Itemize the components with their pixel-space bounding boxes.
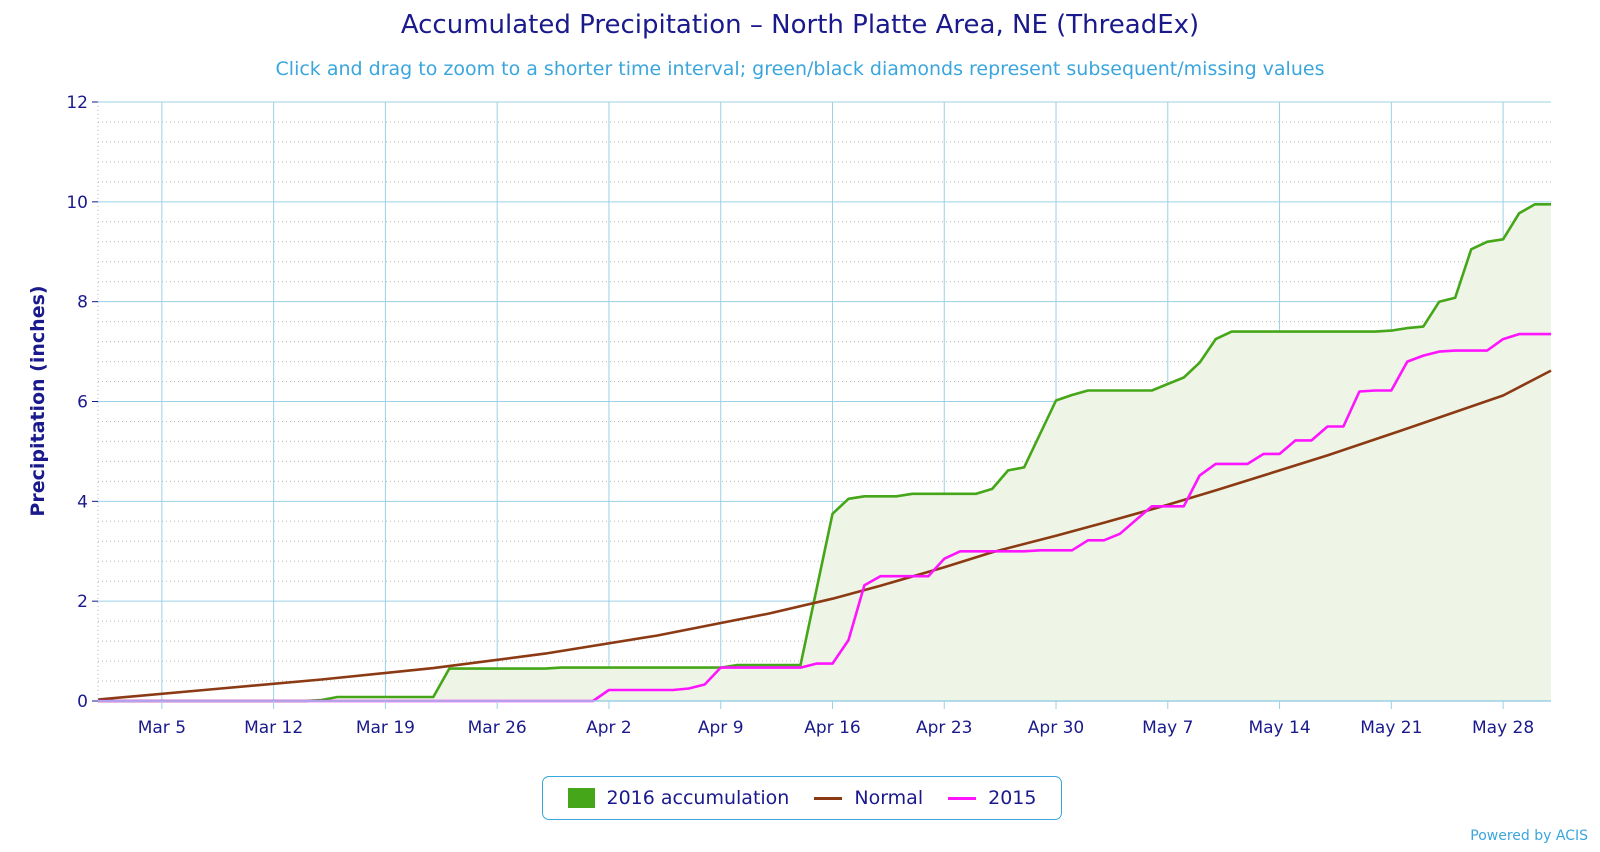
x-tick-label: Mar 26 [468,718,527,738]
credit-link[interactable]: Powered by ACIS [1470,828,1588,844]
legend-item-normal[interactable]: Normal [814,787,923,809]
series-2015-line [98,332,1551,703]
y-axis-label: Precipitation (inches) [27,285,49,516]
x-tick-label: Apr 9 [698,718,744,738]
line-layer [97,203,1552,703]
x-tick-label: May 14 [1248,718,1310,738]
series-2016-accumulation-line [98,203,1551,703]
chart-subtitle: Click and drag to zoom to a shorter time… [275,58,1325,80]
y-tick-label: 4 [77,492,88,512]
x-tick-label: Apr 30 [1028,718,1084,738]
x-tick-label: May 7 [1142,718,1193,738]
legend-item-2015[interactable]: 2015 [948,787,1036,809]
x-tick-label: May 28 [1472,718,1534,738]
legend-swatch-2016 [567,788,595,808]
legend-label-2015: 2015 [988,787,1037,809]
y-tick-label: 12 [66,93,88,113]
axes: 0 2 4 6 8 10 12 Mar 5 Mar 12 Mar 19 Mar 26 Apr 2 Apr… [66,93,1551,738]
x-tick-label: Apr 2 [586,718,632,738]
legend-label-normal: Normal [854,787,924,809]
area-layer [98,204,1551,702]
legend-label-2016: 2016 accumulation [606,787,790,809]
x-tick-label: Mar 5 [138,718,186,738]
x-tick-label: Mar 19 [356,718,415,738]
y-tick-label: 10 [66,193,88,213]
legend-swatch-2015 [948,796,977,800]
series-2016-accumulation-fill [98,204,1551,702]
legend-swatch-normal [814,796,843,800]
x-tick-label: Apr 23 [916,718,972,738]
y-tick-label: 0 [77,692,88,712]
x-tick-label: Mar 12 [244,718,303,738]
legend[interactable]: 2016 accumulation Normal 2015 [542,776,1062,820]
y-tick-label: 2 [77,592,88,612]
x-tick-label: May 21 [1360,718,1422,738]
y-tick-label: 6 [77,393,88,413]
chart-title: Accumulated Precipitation – North Platte… [400,10,1200,40]
legend-item-2016[interactable]: 2016 accumulation [567,787,790,809]
y-tick-label: 8 [77,293,88,313]
x-tick-label: Apr 16 [804,718,860,738]
